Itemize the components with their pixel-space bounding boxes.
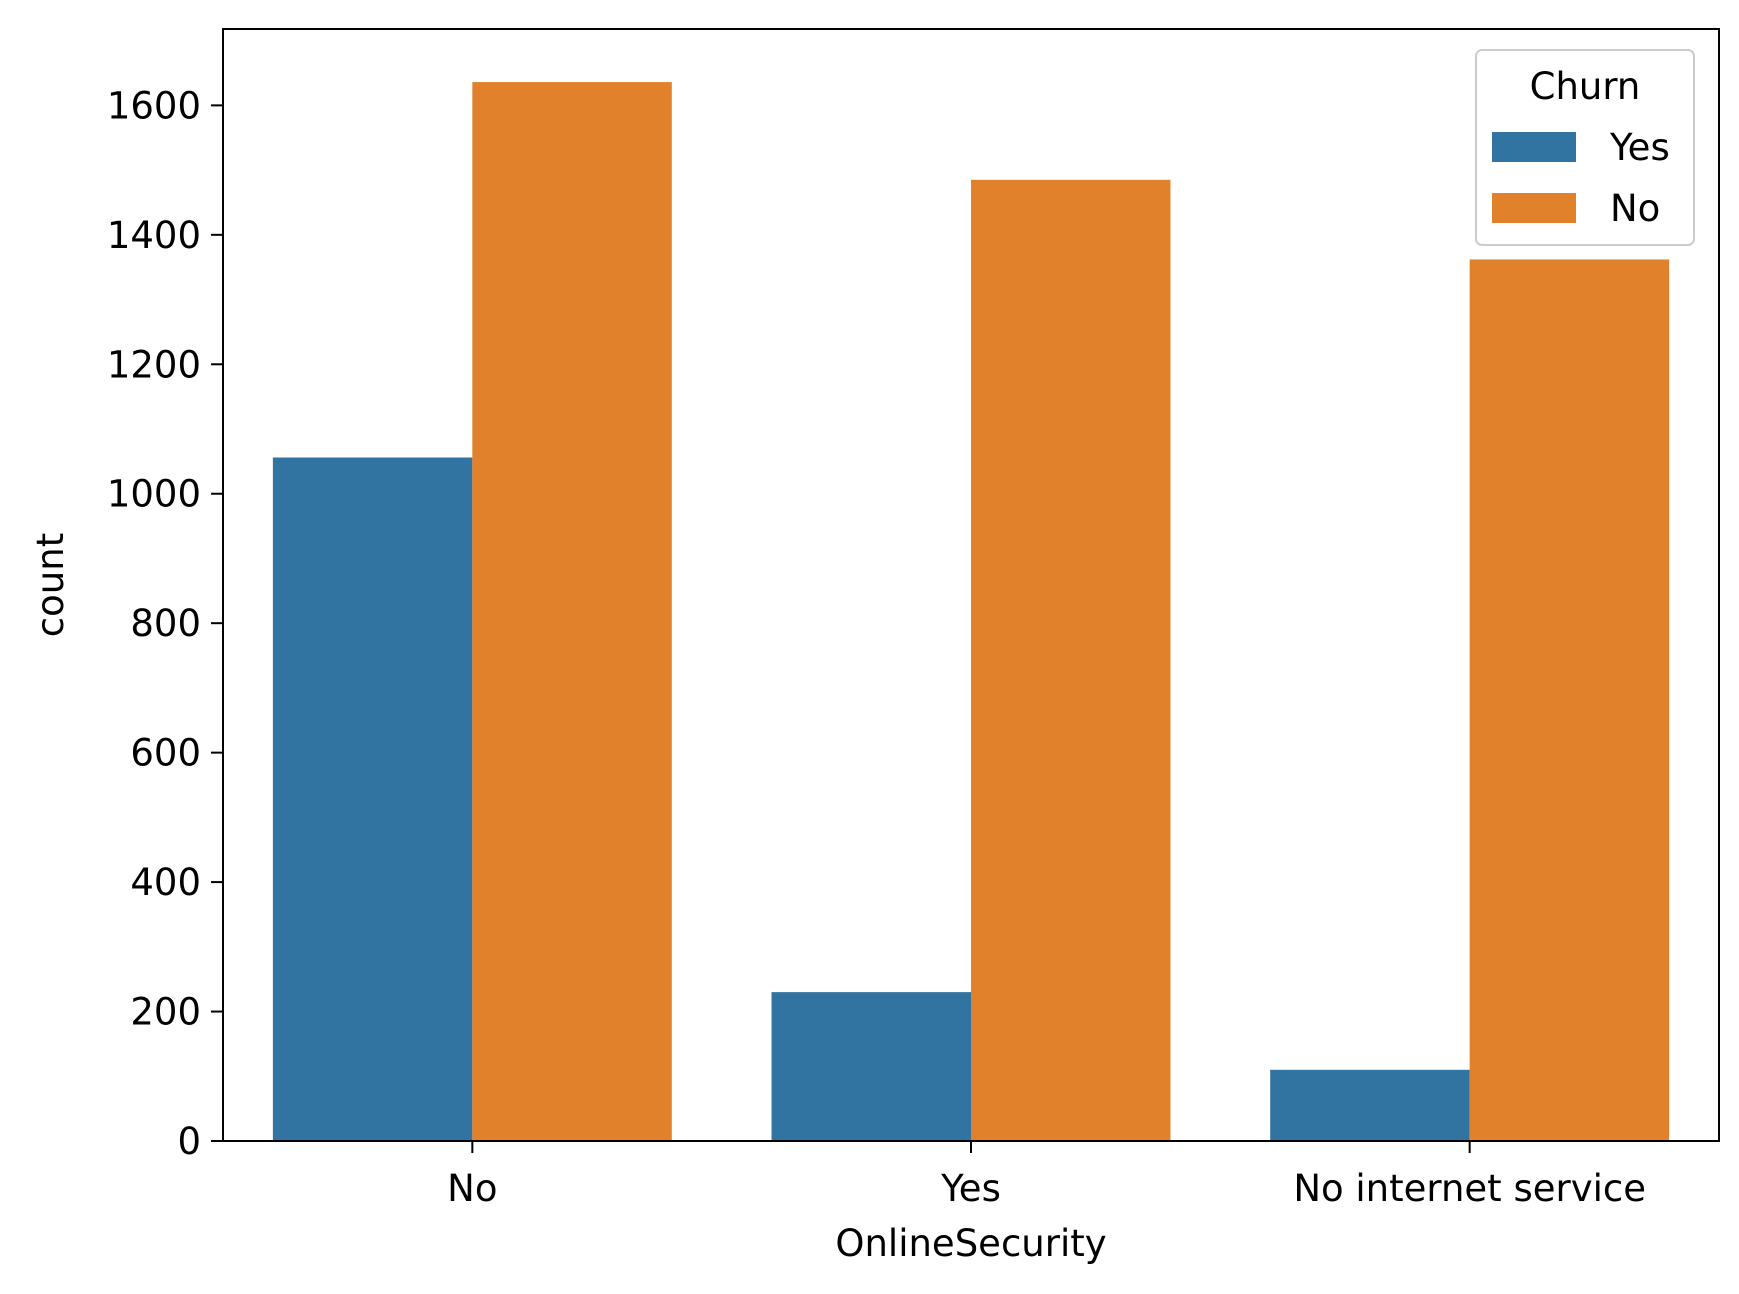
bar-yes-no-internet-service [1270,1069,1470,1141]
legend: Churn Yes No [1475,49,1695,246]
x-tick-label: Yes [940,1167,1001,1210]
legend-label-yes: Yes [1609,126,1670,169]
legend-swatch-no [1492,193,1576,223]
bar-no-no [472,82,672,1142]
y-tick-label: 400 [130,861,201,904]
y-axis-label: count [29,533,72,637]
y-tick-label: 800 [130,602,201,645]
bar-no-yes [971,179,1171,1141]
x-tick-label: No internet service [1293,1167,1646,1210]
legend-swatch-yes [1492,132,1576,162]
bar-no-no-internet-service [1469,259,1670,1141]
legend-label-no: No [1610,187,1660,230]
y-tick-label: 1400 [107,214,201,257]
y-tick-label: 1200 [107,343,201,386]
y-tick-label: 200 [130,991,201,1034]
y-tick-label: 1600 [107,84,201,127]
y-tick-label: 1000 [107,473,201,516]
x-axis: No Yes No internet service [447,1141,1646,1210]
x-tick-label: No [447,1167,497,1210]
y-tick-label: 0 [177,1120,201,1163]
bar-yes-yes [771,992,971,1141]
bars-layer [272,82,1670,1142]
bar-yes-no [272,457,473,1141]
x-axis-label: OnlineSecurity [835,1222,1106,1265]
y-axis: 0 200 400 600 800 1000 1200 1400 1600 [107,84,223,1163]
y-tick-label: 600 [130,732,201,775]
legend-title: Churn [1530,65,1641,108]
